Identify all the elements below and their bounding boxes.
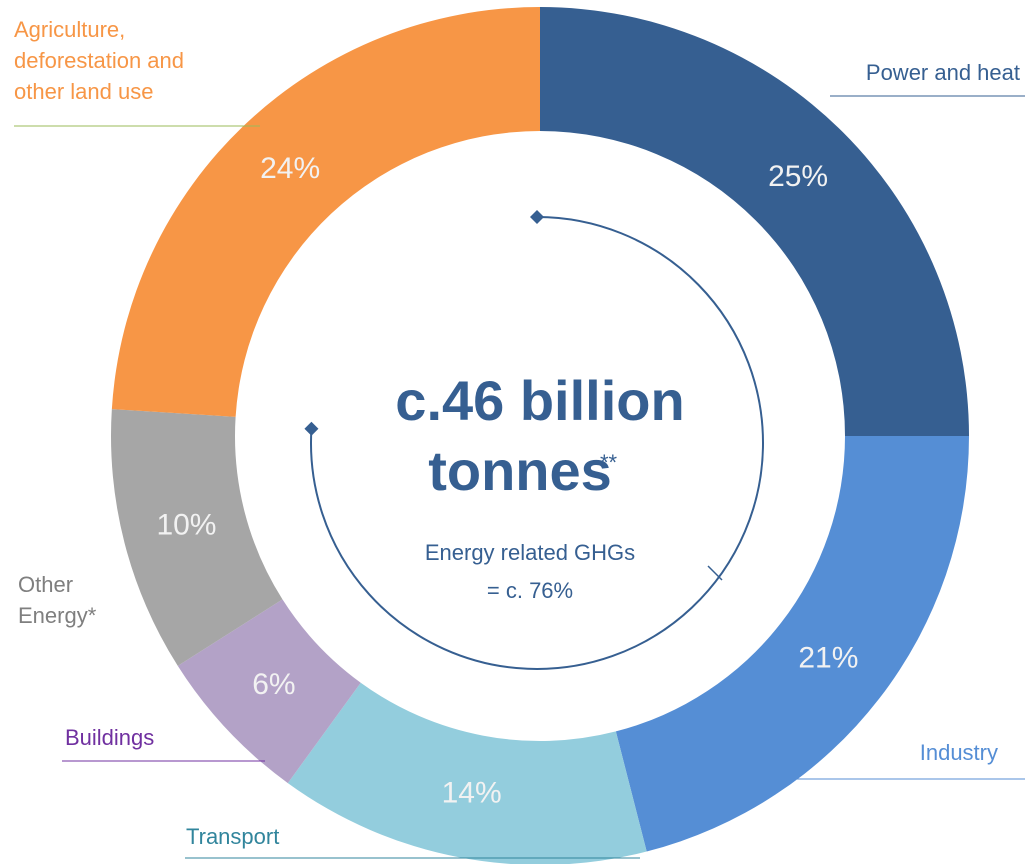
value-label: 14%: [442, 776, 502, 809]
donut-segment: [615, 436, 969, 852]
donut-segment: [111, 409, 283, 666]
category-label: Other Energy*: [18, 572, 97, 628]
donut-segment: [111, 7, 541, 417]
donut-segment: [287, 682, 647, 864]
energy-arc: [310, 216, 764, 670]
category-label: Agriculture, deforestation and other lan…: [14, 17, 185, 104]
category-label: Power and heat: [865, 60, 1020, 85]
donut-segment: [540, 7, 969, 436]
center-subtitle: = c. 76%: [487, 578, 573, 603]
arc-tick: [707, 565, 723, 581]
category-label: Buildings: [65, 725, 155, 750]
value-label: 10%: [156, 509, 216, 542]
value-label: 24%: [260, 152, 320, 185]
value-label: 21%: [798, 642, 858, 675]
center-title: tonnes: [428, 439, 612, 502]
value-label: 6%: [252, 668, 295, 701]
category-label: Industry: [919, 740, 998, 765]
center-subtitle: Energy related GHGs: [425, 540, 635, 565]
value-label: 25%: [768, 160, 828, 193]
center-title: c.46 billion: [395, 369, 684, 432]
note-marker: **: [600, 450, 618, 475]
arc-end-marker: [304, 421, 319, 436]
arc-end-marker: [530, 210, 544, 224]
category-label: Transport: [186, 824, 280, 849]
donut-segment: [177, 599, 361, 784]
